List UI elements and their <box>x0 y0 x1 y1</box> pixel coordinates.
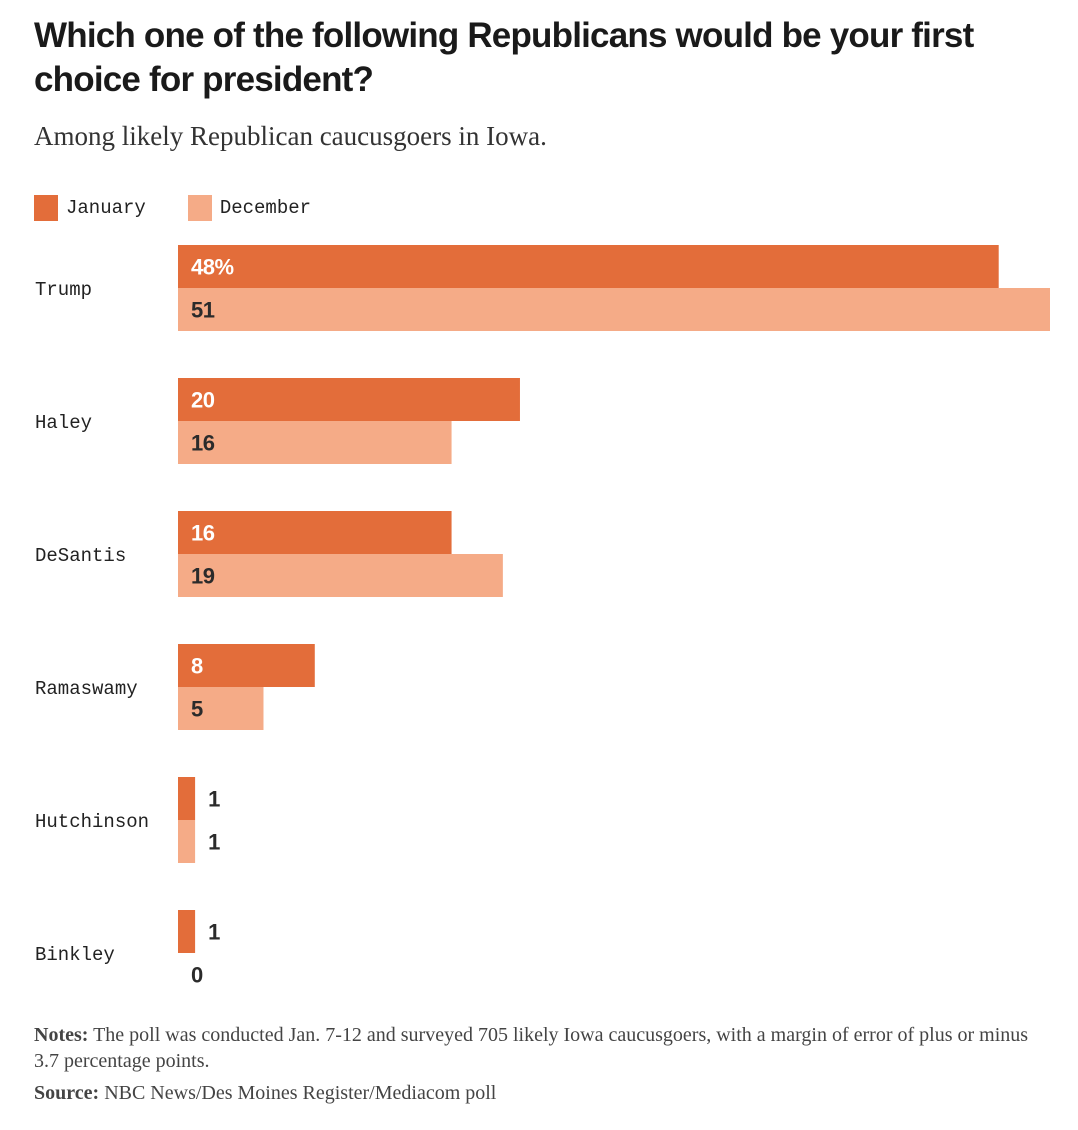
category-label-haley: Haley <box>35 412 92 434</box>
value-label-december-ramaswamy: 5 <box>191 697 203 722</box>
value-label-december-trump: 51 <box>191 298 215 323</box>
source-label: Source: <box>34 1082 100 1104</box>
bar-december-trump <box>178 288 1050 331</box>
chart-title: Which one of the following Republicans w… <box>34 16 974 99</box>
legend-swatch-january <box>34 195 58 221</box>
value-label-january-haley: 20 <box>191 388 215 413</box>
value-label-december-haley: 16 <box>191 431 215 456</box>
category-label-binkley: Binkley <box>35 944 115 966</box>
value-label-january-binkley: 1 <box>208 920 220 945</box>
notes-label: Notes: <box>34 1024 89 1046</box>
category-label-hutchinson: Hutchinson <box>35 811 149 833</box>
legend-item-december: December <box>187 195 312 221</box>
bar-december-ramaswamy <box>178 687 264 730</box>
notes-text: The poll was conducted Jan. 7-12 and sur… <box>34 1024 1029 1072</box>
bar-january-haley <box>178 378 520 421</box>
value-label-january-trump: 48% <box>191 255 234 280</box>
bar-december-haley <box>178 421 452 464</box>
bar-december-hutchinson <box>178 820 196 863</box>
bar-january-binkley <box>178 910 196 953</box>
notes: Notes: The poll was conducted Jan. 7-12 … <box>34 1022 1044 1074</box>
value-label-january-hutchinson: 1 <box>208 787 220 812</box>
legend-swatch-december <box>187 195 212 221</box>
bar-january-hutchinson <box>178 777 196 820</box>
source-text: NBC News/Des Moines Register/Mediacom po… <box>104 1082 497 1104</box>
bar-december-desantis <box>178 554 503 597</box>
category-label-desantis: DeSantis <box>35 545 126 567</box>
bar-january-desantis <box>178 511 452 554</box>
value-label-december-hutchinson: 1 <box>208 830 220 855</box>
legend-label-january: January <box>66 197 146 219</box>
source: Source: NBC News/Des Moines Register/Med… <box>34 1080 496 1106</box>
bar-january-trump <box>178 245 999 288</box>
category-label-trump: Trump <box>35 279 92 301</box>
value-label-january-desantis: 16 <box>191 521 215 546</box>
category-label-ramaswamy: Ramaswamy <box>35 678 138 700</box>
legend-label-december: December <box>219 197 312 219</box>
bar-chart: Trump48%51Haley2016DeSantis1619Ramaswamy… <box>35 245 1050 988</box>
value-label-december-binkley: 0 <box>191 963 203 988</box>
legend: January December <box>34 194 353 222</box>
bar-january-ramaswamy <box>178 644 315 687</box>
legend-item-january: January <box>34 195 146 221</box>
chart-subtitle: Among likely Republican caucusgoers in I… <box>34 121 547 151</box>
value-label-january-ramaswamy: 8 <box>191 654 203 679</box>
value-label-december-desantis: 19 <box>191 564 215 589</box>
